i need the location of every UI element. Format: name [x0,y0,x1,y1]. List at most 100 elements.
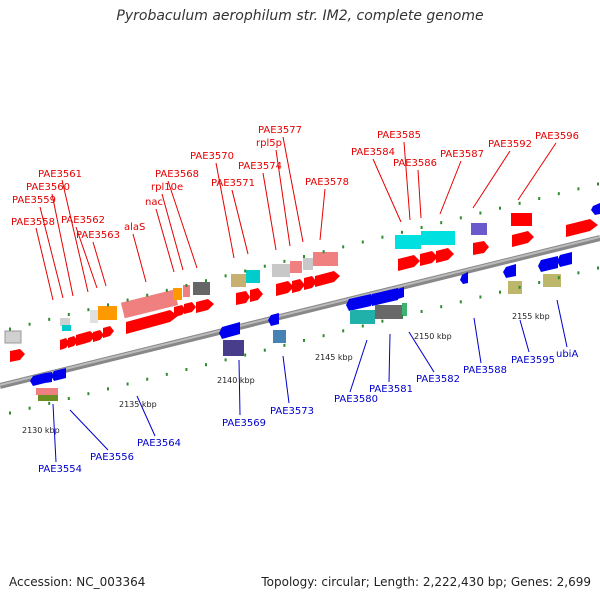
gene-arrow[interactable] [76,331,96,346]
gene-label-reverse[interactable]: PAE3569 [222,418,266,429]
gene-label-forward[interactable]: PAE3585 [377,130,421,141]
gene-label-reverse[interactable]: PAE3556 [90,452,134,463]
gene-feature[interactable] [395,235,421,249]
label-connector [439,160,462,215]
gene-arrow[interactable] [51,368,66,381]
gene-arrow[interactable] [398,255,420,271]
gene-arrow[interactable] [473,241,489,255]
gene-label-forward[interactable]: rpl5p [256,138,282,149]
gene-label-reverse[interactable]: PAE3573 [270,406,314,417]
gene-label-forward[interactable]: PAE3596 [535,131,579,142]
gene-label-forward[interactable]: PAE3560 [26,182,70,193]
gene-arrow[interactable] [591,203,600,215]
gene-arrow[interactable] [436,248,454,263]
gene-arrow[interactable] [557,252,572,267]
gene-label-reverse[interactable]: PAE3580 [334,394,378,405]
gene-label-forward[interactable]: PAE3562 [61,215,105,226]
gene-feature[interactable] [120,289,179,319]
gene-feature[interactable] [38,395,58,401]
gene-label-forward[interactable]: PAE3577 [258,125,302,136]
gene-arrow[interactable] [250,288,263,302]
gene-feature[interactable] [350,310,375,324]
gene-feature[interactable] [375,305,403,319]
gene-feature[interactable] [62,325,71,331]
label-connector [262,172,277,251]
gene-label-reverse[interactable]: PAE3588 [463,365,507,376]
gene-arrow[interactable] [420,251,438,266]
gene-arrow[interactable] [60,338,70,350]
gene-label-forward[interactable]: PAE3561 [38,169,82,180]
gene-label-reverse[interactable]: PAE3554 [38,464,82,475]
gene-feature[interactable] [421,231,455,245]
label-connector [69,409,109,451]
gene-label-forward[interactable]: PAE3563 [76,230,120,241]
gene-arrow[interactable] [566,219,598,237]
gene-label-forward[interactable]: PAE3568 [155,169,199,180]
gene-feature[interactable] [4,330,22,344]
gene-feature[interactable] [402,303,407,316]
gene-label-reverse[interactable]: PAE3582 [416,374,460,385]
gene-feature[interactable] [231,274,246,287]
gene-feature[interactable] [246,270,260,283]
gene-arrow[interactable] [292,279,305,293]
gene-arrow[interactable] [276,281,294,296]
gene-label-forward[interactable]: PAE3574 [238,161,282,172]
gene-label-forward[interactable]: PAE3587 [440,149,484,160]
gene-feature[interactable] [471,223,487,235]
gene-label-forward[interactable]: PAE3584 [351,147,395,158]
gene-label-forward[interactable]: PAE3578 [305,177,349,188]
gene-arrow[interactable] [30,372,52,386]
gene-arrow[interactable] [346,294,371,311]
label-connector [473,317,482,364]
gene-arrow[interactable] [460,272,468,284]
gene-arrow[interactable] [196,299,214,313]
gene-feature[interactable] [173,288,182,300]
gene-label-reverse[interactable]: PAE3595 [511,355,555,366]
gene-feature[interactable] [223,340,244,356]
gene-feature[interactable] [273,330,286,343]
gene-feature[interactable] [511,213,532,226]
gene-feature[interactable] [90,310,98,323]
gene-feature[interactable] [98,306,117,320]
gene-label-forward[interactable]: PAE3570 [190,151,234,162]
gene-label-forward[interactable]: PAE3586 [393,158,437,169]
gene-arrow[interactable] [10,349,25,362]
gene-feature[interactable] [272,264,290,277]
tick-label: 2130 kbp [22,426,60,435]
gene-arrow[interactable] [184,302,196,314]
gene-arrow[interactable] [503,264,516,278]
gene-feature[interactable] [313,252,338,266]
gene-feature[interactable] [60,318,70,326]
gene-feature[interactable] [290,261,302,273]
gene-arrow[interactable] [369,288,398,306]
gene-feature[interactable] [193,282,210,295]
gene-arrow[interactable] [93,330,104,342]
gene-arrow[interactable] [268,313,279,326]
gene-label-forward[interactable]: PAE3571 [211,178,255,189]
gene-arrow[interactable] [68,336,78,348]
gene-arrow[interactable] [103,326,114,338]
gene-feature[interactable] [508,281,522,294]
gene-arrow[interactable] [315,271,340,287]
gene-arrow[interactable] [512,231,534,247]
gene-label-reverse[interactable]: PAE3581 [369,384,413,395]
gene-feature[interactable] [303,258,313,270]
gene-label-reverse[interactable]: PAE3564 [137,438,181,449]
gene-label-forward[interactable]: nac [145,197,163,208]
gene-arrow[interactable] [126,310,178,334]
gene-feature[interactable] [36,388,58,395]
gene-arrow[interactable] [538,256,558,272]
gene-arrow[interactable] [174,305,186,317]
gene-arrow[interactable] [236,291,250,305]
gene-arrow[interactable] [304,276,317,290]
gene-arrow[interactable] [219,322,240,339]
gene-label-forward[interactable]: PAE3592 [488,139,532,150]
gene-arrow[interactable] [398,287,404,299]
gene-label-forward[interactable]: rpl10e [151,182,183,193]
gene-label-forward[interactable]: PAE3559 [12,195,56,206]
gene-label-forward[interactable]: PAE3558 [11,217,55,228]
gene-feature[interactable] [183,285,190,297]
gene-label-reverse[interactable]: ubiA [556,349,578,360]
gene-label-forward[interactable]: alaS [124,222,145,233]
gene-feature[interactable] [543,274,561,287]
